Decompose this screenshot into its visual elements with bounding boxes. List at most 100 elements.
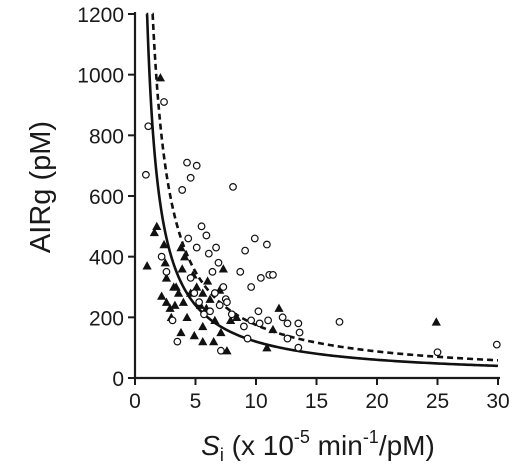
circle-point [243, 334, 252, 343]
y-tick-label: 1000 [77, 65, 124, 88]
circle-point [206, 307, 214, 316]
triangle-point [142, 261, 152, 270]
triangle-point [189, 330, 199, 340]
triangle-point [203, 276, 213, 285]
circle-point [247, 283, 256, 291]
triangle-point [173, 288, 184, 297]
circle-point [214, 258, 223, 267]
x-tick-label: 5 [190, 390, 202, 413]
circle-point [295, 328, 304, 337]
circle-point [195, 298, 204, 307]
y-tick-label: 1200 [77, 4, 124, 27]
circle-point [223, 298, 231, 307]
circle-point [197, 222, 206, 231]
x-axis-label-text-c: /pM) [379, 430, 435, 461]
circle-point [269, 270, 277, 279]
triangle-point [209, 337, 219, 346]
x-tick-label: 30 [486, 390, 509, 413]
circle-point [278, 313, 287, 322]
x-tick-label: 15 [305, 390, 328, 413]
triangle-point [216, 327, 226, 337]
circle-point [227, 310, 236, 319]
triangle-point [160, 258, 170, 267]
x-axis-label-superscript-1: -5 [294, 427, 310, 447]
triangle-point [198, 337, 208, 346]
y-tick-label: 200 [89, 307, 124, 330]
x-axis-label-superscript-2: -1 [363, 427, 379, 447]
circle-point [236, 267, 245, 276]
x-axis-label-subscript: i [220, 445, 224, 465]
triangle-point [157, 291, 167, 300]
triangle-point [170, 300, 180, 309]
triangle-point [218, 264, 228, 273]
triangle-point [198, 321, 208, 331]
circle-point [219, 283, 228, 291]
circle-point [255, 319, 264, 328]
dashed-fit-curve [151, 12, 499, 362]
triangle-point [431, 317, 441, 326]
circle-point [256, 274, 265, 282]
circle-point [215, 301, 224, 310]
y-tick-label: 400 [89, 247, 124, 270]
y-tick-label: 800 [89, 125, 124, 148]
x-axis-label: Si (x 10-5 min-1/pM) [201, 427, 435, 465]
triangle-point [262, 343, 272, 352]
triangle-point [182, 312, 192, 322]
triangle-point [176, 327, 186, 337]
triangle-point [192, 282, 202, 291]
circle-point [200, 310, 208, 319]
circle-point [241, 246, 250, 255]
circle-point [162, 267, 171, 276]
x-tick-label: 25 [426, 390, 449, 413]
circle-point [202, 231, 211, 240]
triangle-point [178, 297, 188, 306]
circle-point [247, 316, 256, 325]
triangle-point [225, 315, 236, 325]
x-tick-label: 0 [129, 390, 141, 413]
circle-point [294, 343, 303, 352]
plot-area [141, 12, 501, 368]
circle-point [264, 316, 273, 325]
circle-point [208, 267, 217, 276]
circle-point [186, 274, 195, 282]
triangle-point [232, 312, 242, 322]
circle-point [192, 243, 201, 252]
circle-point [433, 348, 442, 357]
circle-point [141, 170, 150, 179]
y-tick-label: 0 [112, 368, 124, 391]
circle-point [250, 234, 259, 243]
circle-point [178, 186, 187, 194]
circle-point [262, 240, 271, 249]
circle-point [204, 249, 213, 258]
circle-point [157, 252, 166, 261]
y-axis: 0 200 400 600 800 1000 1200 [77, 4, 137, 391]
circle-point [183, 158, 191, 167]
circle-point [254, 307, 263, 316]
triangle-point [155, 73, 166, 82]
triangle-point [152, 221, 162, 231]
triangle-point [161, 297, 172, 306]
triangle-point [171, 282, 181, 291]
circle-point [283, 334, 292, 343]
triangle-point [149, 227, 159, 237]
circle-point [239, 322, 248, 331]
circle-point [184, 234, 193, 243]
circle-point [186, 173, 195, 182]
x-axis: 0 5 10 15 20 25 30 [129, 376, 510, 413]
x-tick-label: 10 [244, 390, 267, 413]
triangle-point [222, 346, 232, 355]
circle-point [190, 289, 199, 297]
circle-point [294, 319, 303, 328]
y-tick-label: 600 [89, 186, 124, 209]
circle-point [173, 337, 182, 346]
triangle-point [210, 315, 220, 325]
triangle-point [177, 264, 187, 273]
triangle-point [161, 273, 172, 282]
circle-point [492, 340, 501, 349]
triangle-point [268, 324, 278, 334]
triangle-point [159, 239, 169, 249]
circle-point [283, 319, 292, 328]
x-tick-label: 20 [365, 390, 388, 413]
circle-point [160, 98, 168, 106]
